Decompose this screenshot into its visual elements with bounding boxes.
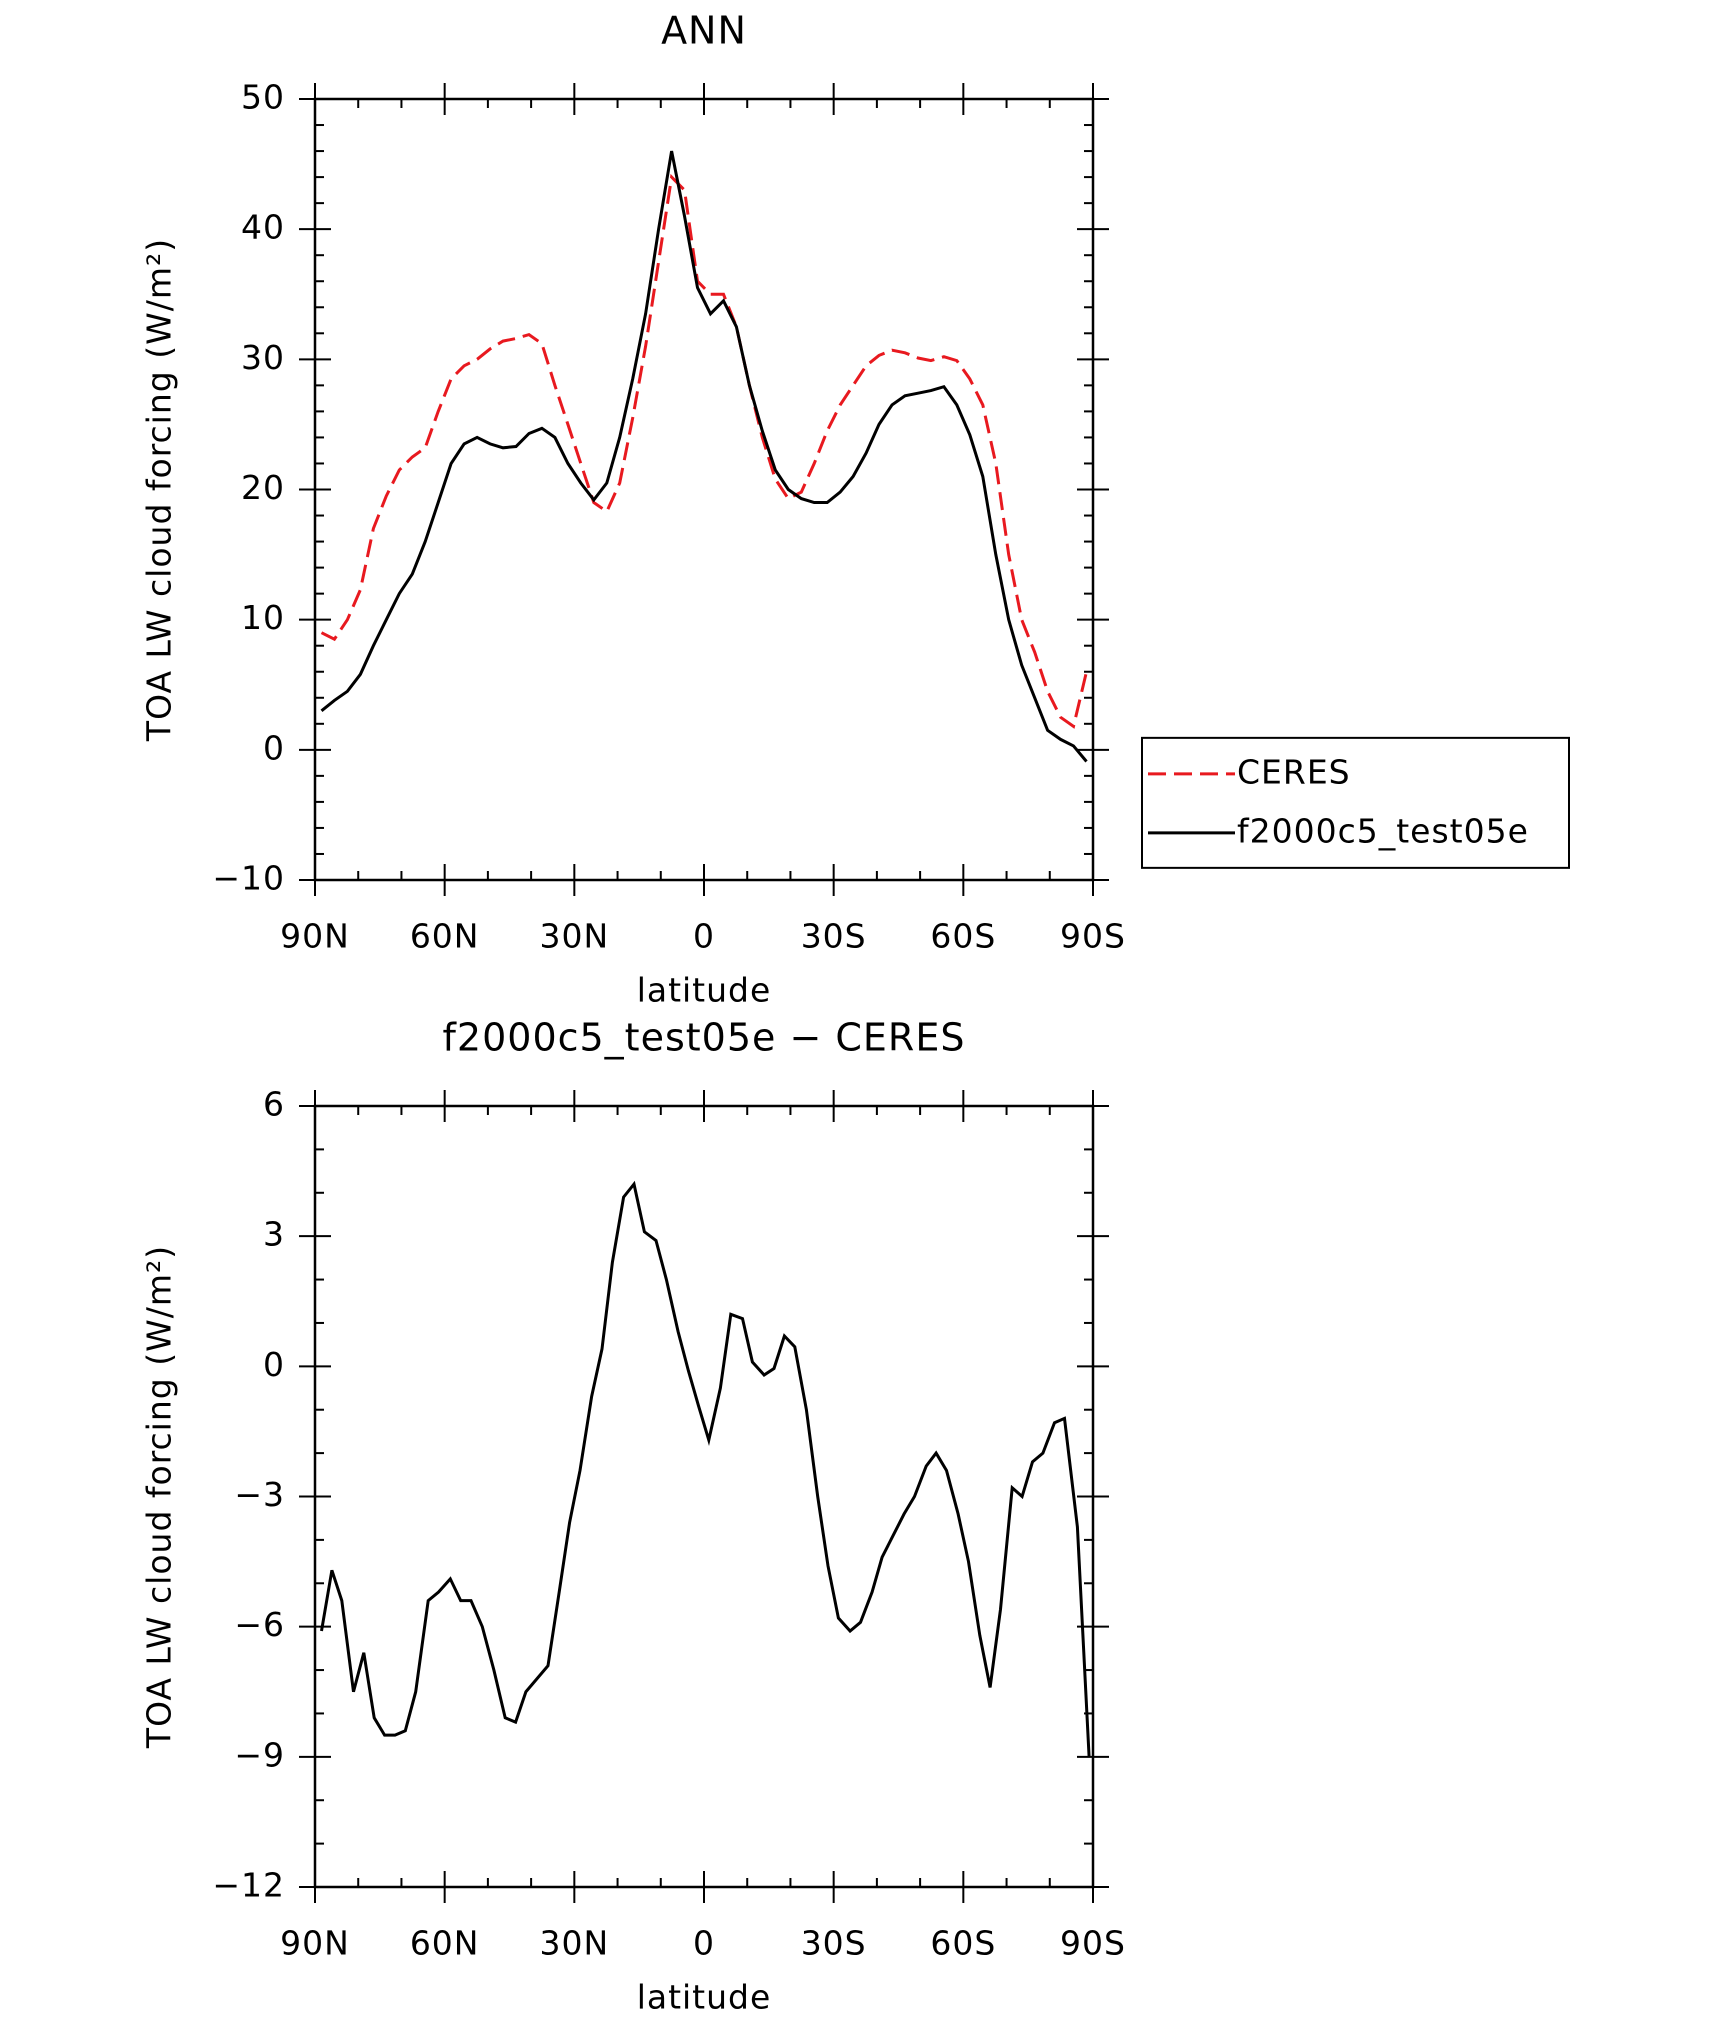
x-axis-label: latitude	[637, 971, 772, 1010]
chart-title: ANN	[661, 9, 747, 53]
y-tick-label: 30	[241, 338, 285, 377]
x-tick-label: 90N	[280, 1924, 350, 1963]
y-tick-label: 0	[263, 1345, 285, 1384]
x-tick-label: 0	[693, 917, 715, 956]
x-tick-label: 30N	[539, 917, 609, 956]
data-line	[320, 1180, 1091, 1757]
x-tick-label: 60N	[410, 1924, 480, 1963]
x-tick-label: 60S	[930, 1924, 996, 1963]
x-tick-label: 90N	[280, 917, 350, 956]
legend-label: f2000c5_test05e	[1237, 811, 1529, 850]
y-tick-label: 40	[241, 208, 285, 247]
plot-frame	[313, 97, 1095, 882]
y-tick-label: −3	[234, 1475, 285, 1514]
x-tick-label: 90S	[1060, 1924, 1126, 1963]
y-tick-label: 0	[263, 728, 285, 767]
x-tick-label: 30S	[801, 917, 867, 956]
legend-box	[1141, 736, 1570, 869]
data-line	[320, 150, 1088, 763]
y-tick-label: 50	[241, 78, 285, 117]
y-tick-label: −10	[212, 859, 285, 898]
y-axis-label: TOA LW cloud forcing (W/m²)	[140, 238, 179, 742]
x-tick-label: 30N	[539, 1924, 609, 1963]
y-tick-label: 10	[241, 598, 285, 637]
data-line	[320, 173, 1088, 729]
x-axis-label: latitude	[637, 1978, 772, 2017]
plot-frame	[313, 1104, 1095, 1889]
x-tick-label: 0	[693, 1924, 715, 1963]
x-tick-label: 60N	[410, 917, 480, 956]
y-tick-label: 6	[263, 1085, 285, 1124]
y-tick-label: −6	[234, 1605, 285, 1644]
x-tick-label: 90S	[1060, 917, 1126, 956]
y-tick-label: 20	[241, 468, 285, 507]
y-tick-label: −12	[212, 1866, 285, 1905]
legend-label: CERES	[1237, 752, 1351, 791]
y-axis-label: TOA LW cloud forcing (W/m²)	[140, 1245, 179, 1749]
y-tick-label: 3	[263, 1215, 285, 1254]
chart-title: f2000c5_test05e − CERES	[443, 1016, 966, 1060]
x-tick-label: 60S	[930, 917, 996, 956]
x-tick-label: 30S	[801, 1924, 867, 1963]
y-tick-label: −9	[234, 1735, 285, 1774]
